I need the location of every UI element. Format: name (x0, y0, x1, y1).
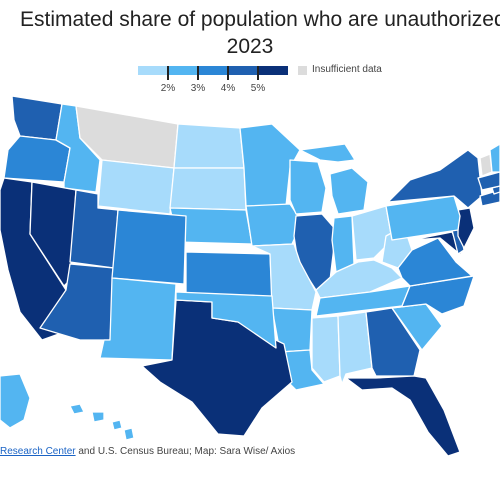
source-link[interactable]: Research Center (0, 446, 76, 457)
state-mn[interactable] (239, 123, 301, 207)
state-va[interactable] (397, 237, 473, 287)
map-title-line1: Estimated share of population who are un… (20, 8, 500, 31)
source-credit: Research Center and U.S. Census Bureau; … (0, 446, 295, 457)
state-wi[interactable] (289, 159, 327, 215)
state-wa[interactable] (11, 95, 63, 141)
state-in[interactable] (331, 215, 355, 273)
state-ia[interactable] (245, 203, 303, 247)
legend-swatch-2 (168, 66, 198, 75)
legend-swatch-4 (228, 66, 258, 75)
state-ms[interactable] (311, 315, 341, 383)
legend-tick-3 (197, 66, 199, 80)
state-md[interactable] (411, 231, 463, 257)
state-ny[interactable] (387, 149, 483, 209)
state-hi[interactable] (69, 403, 135, 441)
state-ma[interactable] (477, 171, 500, 191)
state-wy[interactable] (97, 159, 175, 215)
state-mi[interactable] (299, 143, 369, 215)
state-sd[interactable] (169, 167, 247, 211)
legend-swatch-3 (198, 66, 228, 75)
state-fl[interactable] (345, 375, 461, 457)
state-co[interactable] (111, 209, 187, 285)
state-nd[interactable] (173, 123, 245, 169)
state-ak[interactable] (0, 373, 31, 429)
legend-swatch-1 (138, 66, 168, 75)
legend-swatch-5 (258, 66, 288, 75)
legend-label-4: 4% (220, 83, 236, 94)
legend-label-3: 3% (190, 83, 206, 94)
state-ks[interactable] (185, 251, 273, 299)
legend-insufficient-swatch (298, 66, 307, 75)
state-mo[interactable] (251, 243, 317, 311)
state-nj[interactable] (457, 207, 475, 249)
legend-insufficient-label: Insufficient data (312, 64, 382, 75)
source-rest: and U.S. Census Bureau; Map: Sara Wise/ … (75, 446, 296, 457)
state-nh[interactable] (489, 143, 500, 173)
legend-tick-5 (257, 66, 259, 80)
state-nm[interactable] (99, 277, 177, 361)
legend-label-2: 2% (160, 83, 176, 94)
legend-label-5: 5% (250, 83, 266, 94)
legend-tick-4 (227, 66, 229, 80)
legend-tick-2 (167, 66, 169, 80)
state-oh[interactable] (351, 205, 393, 261)
map-title-year: 2023 (226, 35, 274, 58)
map-title: Estimated share of population who are un… (0, 6, 500, 60)
state-ok[interactable] (175, 291, 277, 349)
